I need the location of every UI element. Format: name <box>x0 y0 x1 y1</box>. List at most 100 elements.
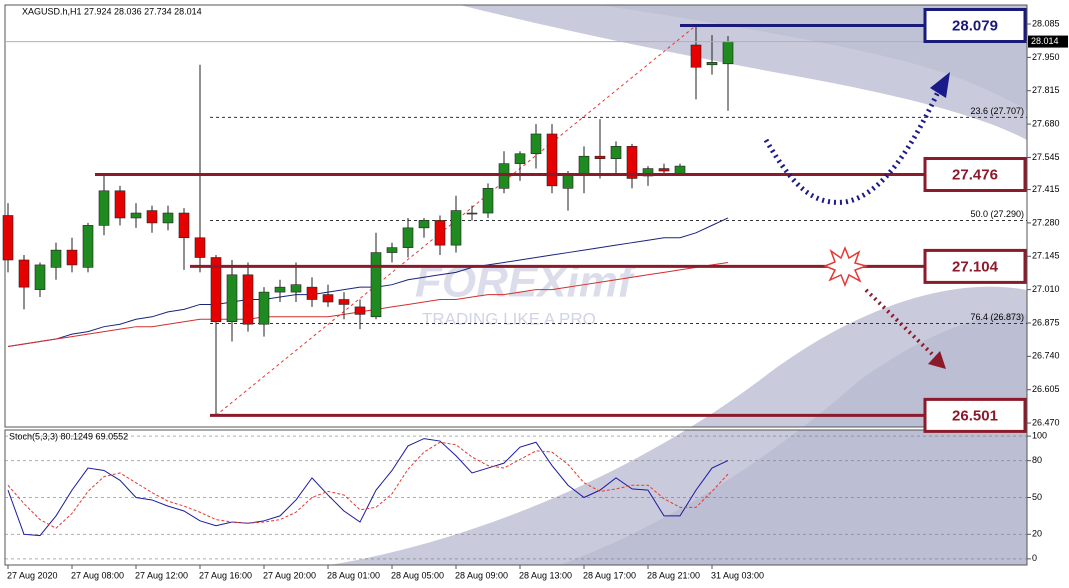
y-tick-label: 28.085 <box>1032 18 1060 28</box>
candle-body <box>178 212 190 239</box>
y-tick-label: 27.415 <box>1032 184 1060 194</box>
y-tick-label: 27.950 <box>1032 52 1060 62</box>
stoch-line <box>7 438 729 537</box>
candle-body <box>290 284 302 293</box>
y-tick-label: 20 <box>1032 529 1042 539</box>
candle-body <box>274 286 286 293</box>
level-label: 26.501 <box>952 407 998 424</box>
y-tick-label: 26.875 <box>1032 317 1060 327</box>
level-label: 27.476 <box>952 166 998 183</box>
moving-average <box>7 217 729 347</box>
panel-gap <box>0 427 1069 431</box>
candle-body <box>658 168 670 172</box>
candle-body <box>402 227 414 248</box>
y-tick-label: 27.680 <box>1032 118 1060 128</box>
candle-body <box>530 133 542 155</box>
axis-area <box>1027 0 1069 588</box>
level-box <box>923 156 1027 192</box>
bg-swoosh <box>600 5 1027 110</box>
candle-body <box>690 44 702 68</box>
x-tick-label: 27 Aug 2020 <box>7 570 58 580</box>
candle-body <box>466 212 478 215</box>
candle-body <box>130 212 142 219</box>
watermark-tagline: TRADING LIKE A PRO <box>422 309 596 328</box>
candle-body <box>546 133 558 187</box>
y-tick-label: 50 <box>1032 492 1042 502</box>
candle-body <box>242 274 254 325</box>
candle-body <box>722 41 734 65</box>
candle-body <box>386 247 398 253</box>
candle-body <box>226 274 238 323</box>
candle-body <box>2 215 14 261</box>
y-tick-label: 80 <box>1032 455 1042 465</box>
x-tick-label: 27 Aug 12:00 <box>135 570 188 580</box>
breakout-star <box>822 245 869 288</box>
fib-label: 23.6 (27.707) <box>970 106 1024 116</box>
y-tick-label: 27.815 <box>1032 85 1060 95</box>
candle-body <box>578 155 590 174</box>
candle-body <box>594 155 606 159</box>
candle-body <box>114 190 126 219</box>
level-box <box>923 248 1027 284</box>
current-price-box <box>1028 35 1068 48</box>
x-tick-label: 28 Aug 17:00 <box>583 570 636 580</box>
candle-body <box>418 220 430 229</box>
y-tick-label: 27.145 <box>1032 251 1060 261</box>
candle-body <box>674 165 686 174</box>
level-label: 27.104 <box>952 258 999 275</box>
candle-body <box>450 210 462 246</box>
candle-body <box>322 294 334 303</box>
moving-average <box>7 261 729 347</box>
candle-body <box>258 291 270 325</box>
stoch-line <box>7 441 729 529</box>
x-tick-label: 28 Aug 01:00 <box>327 570 380 580</box>
candle-body <box>98 190 110 226</box>
candle-body <box>514 153 526 164</box>
fib-label: 50.0 (27.290) <box>970 209 1024 219</box>
date-area <box>0 566 1069 588</box>
candle-body <box>482 188 494 214</box>
candle-body <box>162 212 174 224</box>
current-price-label: 28.014 <box>1031 36 1059 46</box>
candle-body <box>82 225 94 268</box>
level-label: 28.079 <box>952 17 998 34</box>
candle-body <box>338 299 350 305</box>
x-tick-label: 27 Aug 16:00 <box>199 570 252 580</box>
chart-title: XAGUSD.h,H1 27.924 28.036 27.734 28.014 <box>22 6 202 16</box>
y-tick-label: 26.605 <box>1032 384 1060 394</box>
candle-body <box>626 146 638 179</box>
candle-body <box>34 264 46 290</box>
candle-body <box>146 210 158 224</box>
fib-label: 76.4 (26.873) <box>970 312 1024 322</box>
y-tick-label: 27.545 <box>1032 152 1060 162</box>
candle-body <box>210 257 222 323</box>
indicator-title: Stoch(5,3,3) 80.1249 69.0552 <box>9 431 128 441</box>
candle-body <box>434 220 446 246</box>
x-tick-label: 28 Aug 05:00 <box>391 570 444 580</box>
candle-body <box>354 306 366 315</box>
fib-trend-line <box>215 25 697 416</box>
x-tick-label: 31 Aug 03:00 <box>711 570 764 580</box>
level-box <box>923 397 1027 433</box>
x-tick-label: 27 Aug 20:00 <box>263 570 316 580</box>
x-tick-label: 28 Aug 13:00 <box>519 570 572 580</box>
candle-body <box>370 252 382 318</box>
candle-body <box>194 237 206 258</box>
y-tick-label: 100 <box>1032 431 1047 441</box>
y-tick-label: 27.280 <box>1032 217 1060 227</box>
y-tick-label: 0 <box>1032 553 1037 563</box>
x-tick-label: 28 Aug 21:00 <box>647 570 700 580</box>
x-tick-label: 28 Aug 09:00 <box>455 570 508 580</box>
candle-body <box>18 259 30 288</box>
candle-body <box>306 286 318 300</box>
y-tick-label: 26.740 <box>1032 351 1060 361</box>
arrowhead <box>928 351 946 369</box>
candle-body <box>610 146 622 159</box>
x-tick-label: 27 Aug 08:00 <box>71 570 124 580</box>
bg-swoosh <box>560 314 1027 565</box>
candle-body <box>706 62 718 66</box>
y-tick-label: 27.010 <box>1032 284 1060 294</box>
y-tick-label: 26.470 <box>1032 417 1060 427</box>
